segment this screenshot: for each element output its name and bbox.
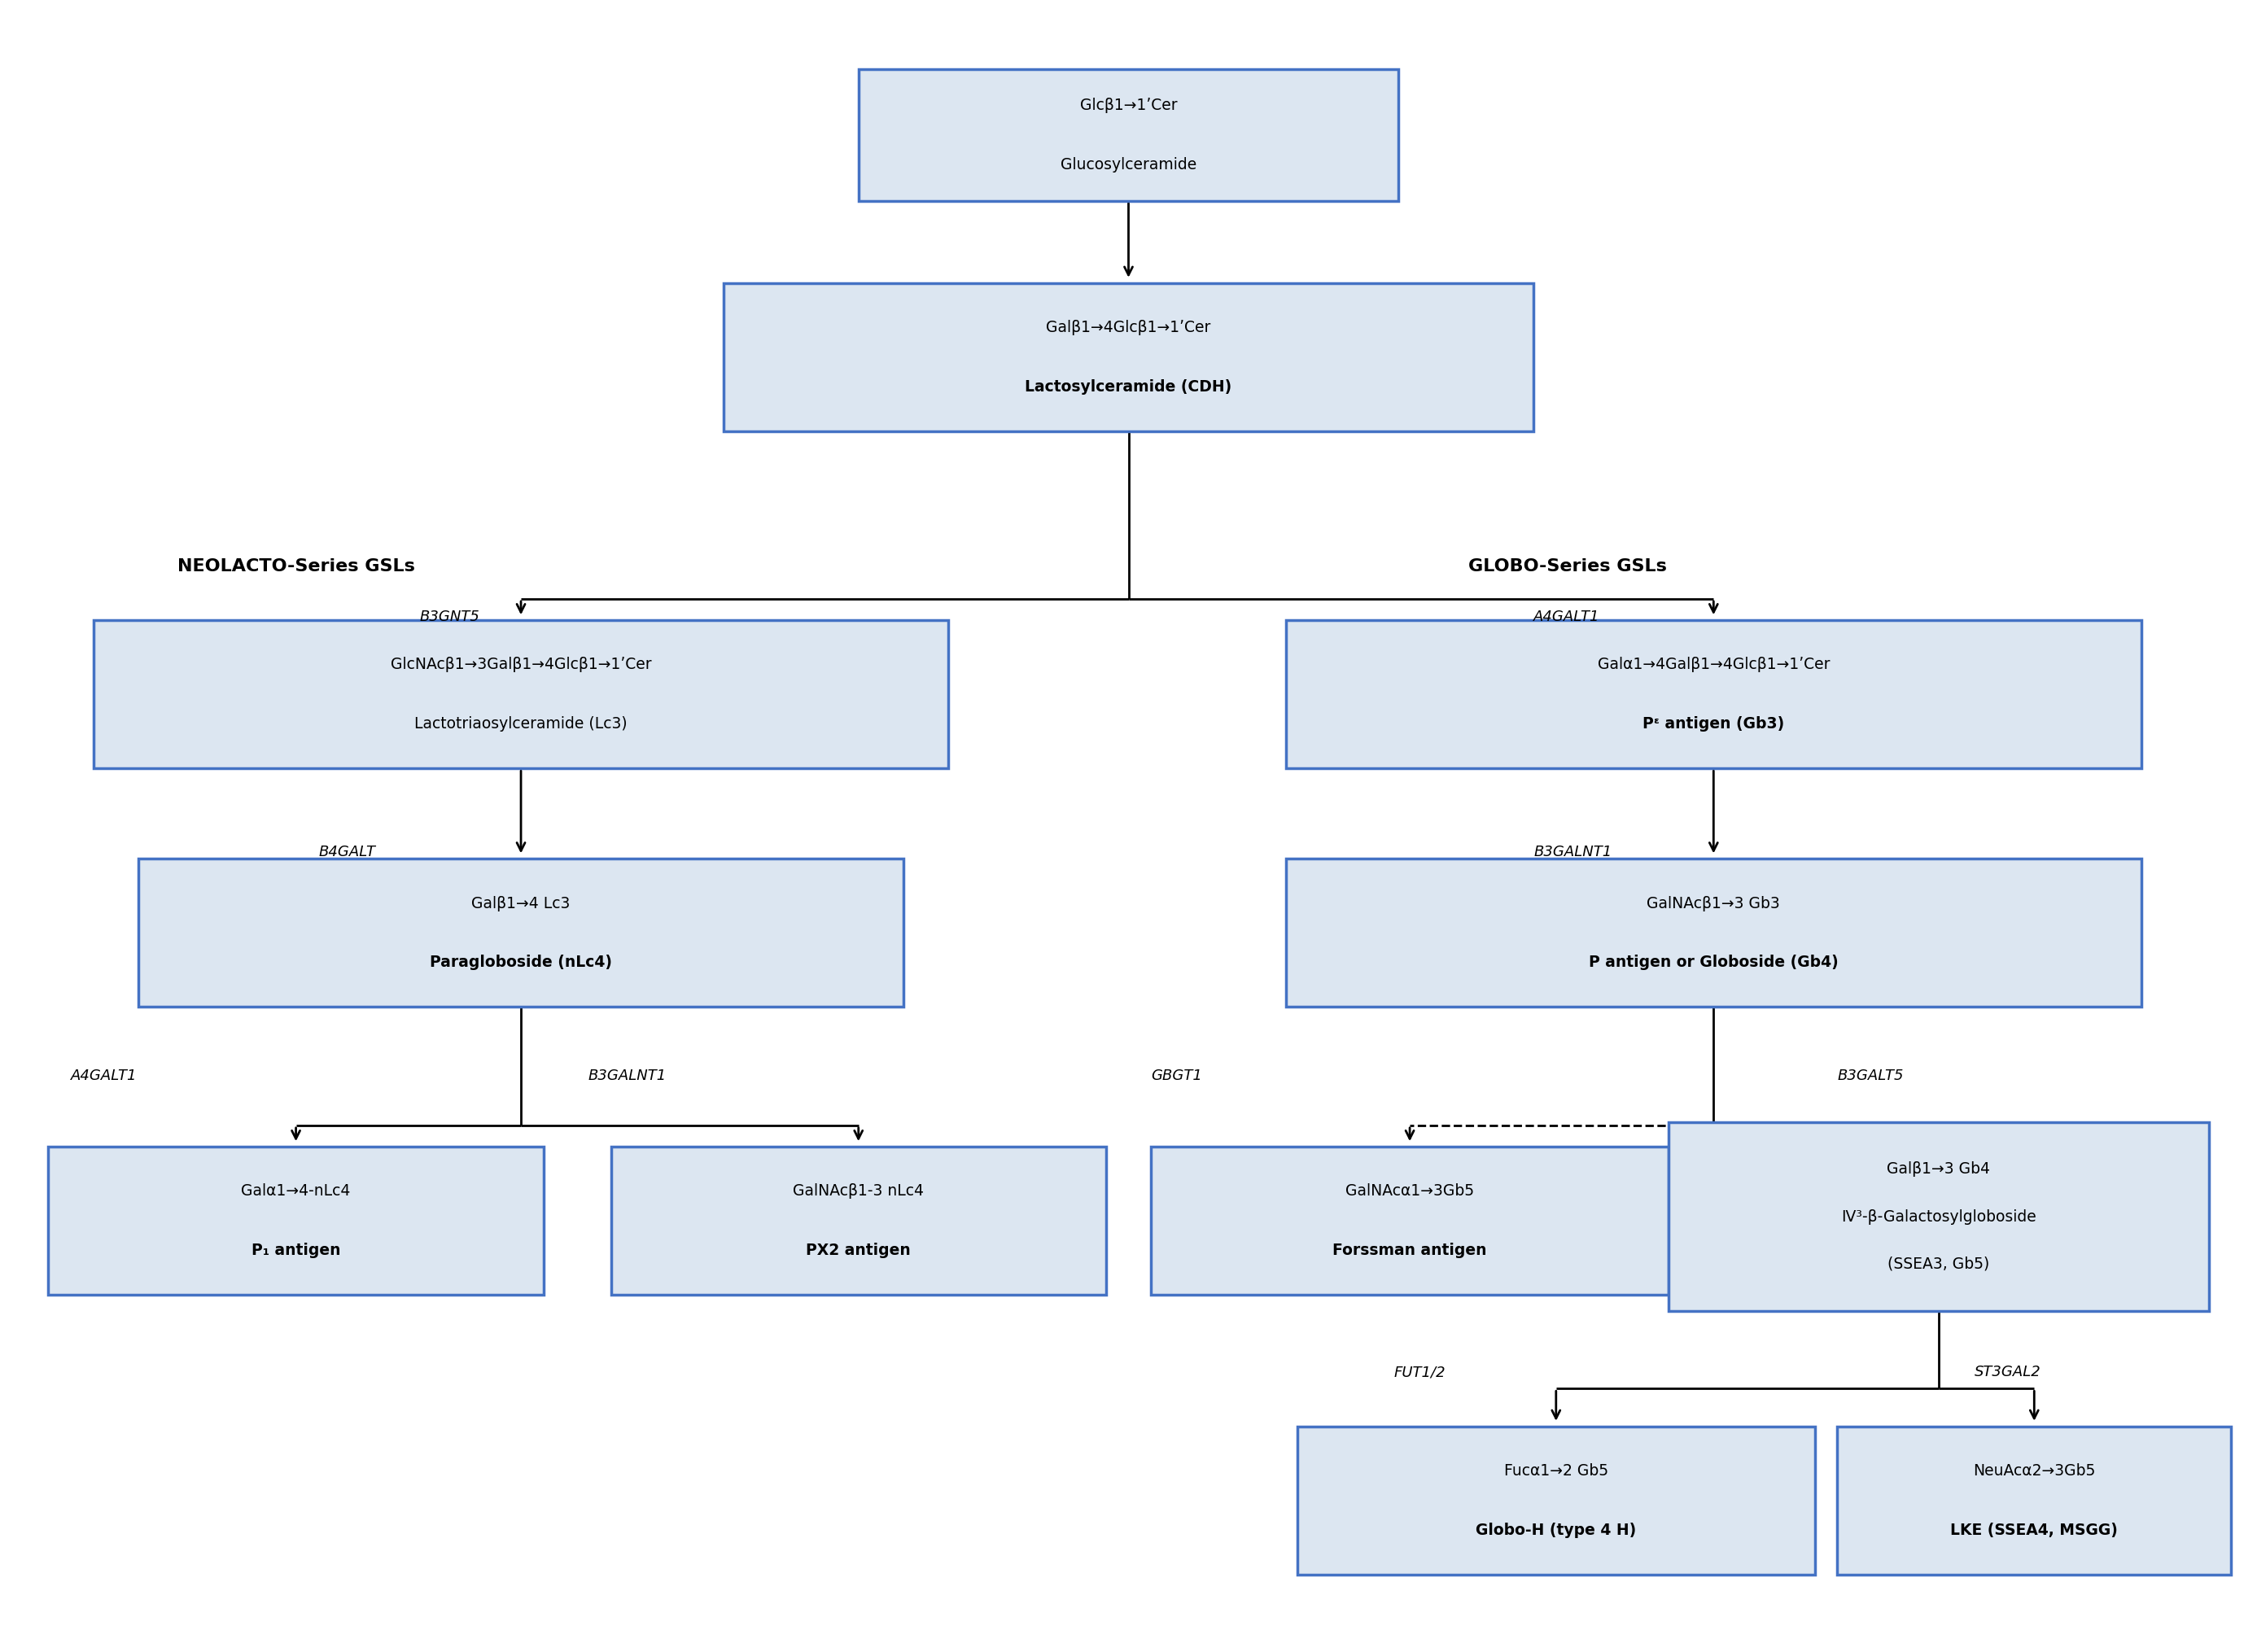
- Text: Paragloboside (nLc4): Paragloboside (nLc4): [429, 955, 612, 970]
- Text: NEOLACTO-Series GSLs: NEOLACTO-Series GSLs: [176, 558, 415, 575]
- Text: GalNAcα1→3Gb5: GalNAcα1→3Gb5: [1345, 1183, 1474, 1199]
- Text: B4GALT: B4GALT: [318, 846, 375, 859]
- Text: Galα1→4Galβ1→4Glcβ1→1ʼCer: Galα1→4Galβ1→4Glcβ1→1ʼCer: [1598, 657, 1830, 672]
- FancyBboxPatch shape: [724, 282, 1533, 431]
- Text: Globo-H (type 4 H): Globo-H (type 4 H): [1476, 1523, 1636, 1538]
- Text: GalNAcβ1-3 nLc4: GalNAcβ1-3 nLc4: [792, 1183, 923, 1199]
- FancyBboxPatch shape: [138, 859, 903, 1008]
- Text: (SSEA3, Gb5): (SSEA3, Gb5): [1887, 1257, 1991, 1272]
- FancyBboxPatch shape: [1668, 1122, 2210, 1312]
- Text: A4GALT1: A4GALT1: [70, 1069, 138, 1084]
- Text: Glcβ1→1ʼCer: Glcβ1→1ʼCer: [1079, 97, 1178, 112]
- FancyBboxPatch shape: [1151, 1146, 1668, 1295]
- Text: LKE (SSEA4, MSGG): LKE (SSEA4, MSGG): [1950, 1523, 2117, 1538]
- FancyBboxPatch shape: [1286, 859, 2142, 1008]
- Text: ST3GAL2: ST3GAL2: [1975, 1365, 2040, 1379]
- Text: Fucα1→2 Gb5: Fucα1→2 Gb5: [1503, 1464, 1609, 1479]
- Text: Glucosylceramide: Glucosylceramide: [1061, 157, 1196, 172]
- FancyBboxPatch shape: [47, 1146, 544, 1295]
- Text: GalNAcβ1→3 Gb3: GalNAcβ1→3 Gb3: [1648, 895, 1781, 910]
- FancyBboxPatch shape: [858, 69, 1399, 202]
- Text: FUT1/2: FUT1/2: [1395, 1365, 1447, 1379]
- Text: GlcNAcβ1→3Galβ1→4Glcβ1→1ʼCer: GlcNAcβ1→3Galβ1→4Glcβ1→1ʼCer: [390, 657, 652, 672]
- FancyBboxPatch shape: [1298, 1427, 1815, 1574]
- Text: GBGT1: GBGT1: [1151, 1069, 1203, 1084]
- Text: Galβ1→3 Gb4: Galβ1→3 Gb4: [1887, 1161, 1991, 1178]
- FancyBboxPatch shape: [1286, 621, 2142, 768]
- FancyBboxPatch shape: [93, 621, 948, 768]
- Text: P₁ antigen: P₁ antigen: [251, 1242, 341, 1259]
- Text: B3GNT5: B3GNT5: [420, 610, 481, 624]
- Text: Galβ1→4Glcβ1→1ʼCer: Galβ1→4Glcβ1→1ʼCer: [1047, 320, 1210, 335]
- Text: Forssman antigen: Forssman antigen: [1332, 1242, 1487, 1259]
- Text: B3GALT5: B3GALT5: [1837, 1069, 1903, 1084]
- Text: NeuAcα2→3Gb5: NeuAcα2→3Gb5: [1973, 1464, 2094, 1479]
- Text: GLOBO-Series GSLs: GLOBO-Series GSLs: [1467, 558, 1666, 575]
- FancyBboxPatch shape: [1837, 1427, 2232, 1574]
- Text: P antigen or Globoside (Gb4): P antigen or Globoside (Gb4): [1589, 955, 1839, 970]
- Text: Galα1→4-nLc4: Galα1→4-nLc4: [241, 1183, 350, 1199]
- Text: IV³-β-Galactosylgloboside: IV³-β-Galactosylgloboside: [1842, 1209, 2036, 1224]
- Text: B3GALNT1: B3GALNT1: [589, 1069, 666, 1084]
- Text: Lactotriaosylceramide (Lc3): Lactotriaosylceramide (Lc3): [415, 717, 627, 732]
- Text: Pᵋ antigen (Gb3): Pᵋ antigen (Gb3): [1643, 717, 1785, 732]
- Text: A4GALT1: A4GALT1: [1533, 610, 1600, 624]
- Text: Galβ1→4 Lc3: Galβ1→4 Lc3: [472, 895, 571, 910]
- FancyBboxPatch shape: [612, 1146, 1106, 1295]
- Text: Lactosylceramide (CDH): Lactosylceramide (CDH): [1025, 378, 1232, 395]
- Text: PX2 antigen: PX2 antigen: [806, 1242, 912, 1259]
- Text: B3GALNT1: B3GALNT1: [1533, 846, 1611, 859]
